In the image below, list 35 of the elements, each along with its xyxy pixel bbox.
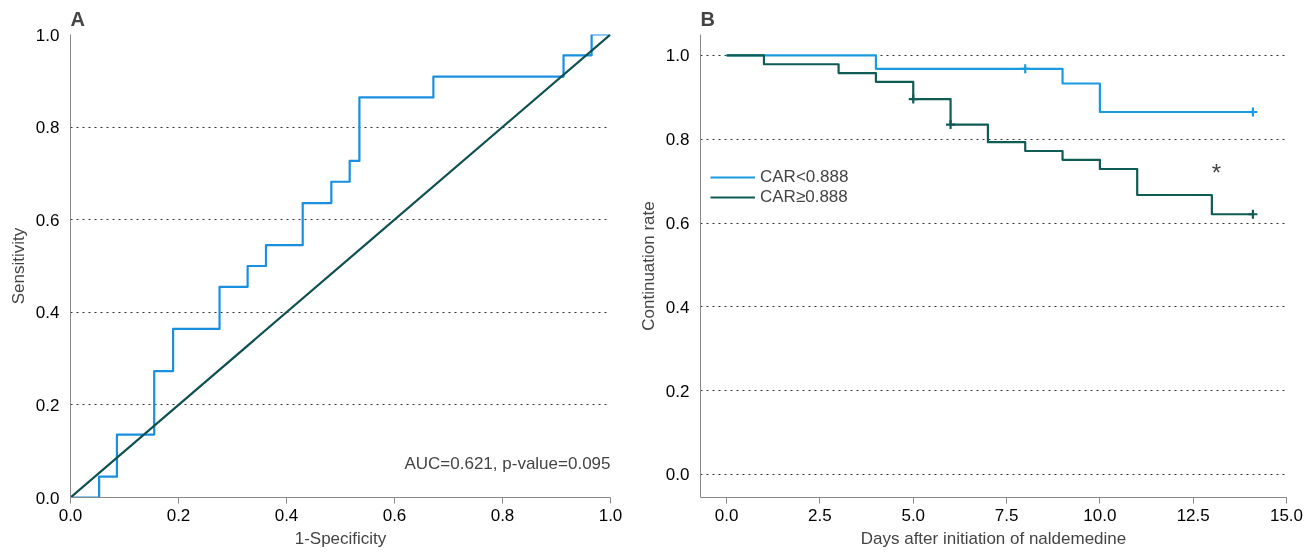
y-tick-label: 0.0 bbox=[35, 488, 60, 508]
chart-title: B bbox=[700, 7, 715, 30]
y-tick-label: 0.0 bbox=[665, 465, 690, 485]
x-tick-label: 0.6 bbox=[382, 505, 407, 525]
y-tick-label: 0.8 bbox=[35, 118, 60, 138]
y-tick-label: 0.4 bbox=[35, 303, 60, 323]
y-tick-label: 0.2 bbox=[665, 381, 690, 401]
y-axis-title: Sensitivity bbox=[8, 227, 28, 305]
x-tick-label: 0.8 bbox=[490, 505, 515, 525]
annotation: AUC=0.621, p-value=0.095 bbox=[404, 453, 611, 473]
y-tick-label: 1.0 bbox=[35, 25, 60, 45]
legend-label: CAR<0.888 bbox=[760, 167, 849, 187]
x-tick-label: 15.0 bbox=[1269, 505, 1304, 525]
legend-label: CAR≥0.888 bbox=[760, 187, 848, 207]
y-axis-title: Continuation rate bbox=[638, 201, 658, 331]
y-tick-label: 0.6 bbox=[35, 210, 60, 230]
y-tick-label: 1.0 bbox=[665, 46, 690, 66]
x-tick-label: 12.5 bbox=[1176, 505, 1210, 525]
x-tick-label: 0.0 bbox=[714, 505, 739, 525]
x-axis-title: 1-Specificity bbox=[294, 528, 387, 548]
y-tick-label: 0.8 bbox=[665, 130, 690, 150]
x-axis-title: Days after initiation of naldemedine bbox=[860, 528, 1127, 548]
x-tick-label: 0.2 bbox=[166, 505, 191, 525]
x-tick-label: 0.4 bbox=[274, 505, 299, 525]
x-tick-label: 1.0 bbox=[598, 505, 623, 525]
y-tick-label: 0.6 bbox=[665, 214, 690, 234]
x-tick-label: 2.5 bbox=[808, 505, 832, 525]
x-tick-label: 7.5 bbox=[994, 505, 1019, 525]
x-tick-label: 10.0 bbox=[1083, 505, 1117, 525]
chart-title: A bbox=[70, 7, 85, 30]
annotation: * bbox=[1211, 159, 1222, 186]
x-tick-label: 0.0 bbox=[58, 505, 83, 525]
y-tick-label: 0.4 bbox=[665, 297, 690, 317]
y-tick-label: 0.2 bbox=[35, 395, 60, 415]
x-tick-label: 5.0 bbox=[901, 505, 926, 525]
